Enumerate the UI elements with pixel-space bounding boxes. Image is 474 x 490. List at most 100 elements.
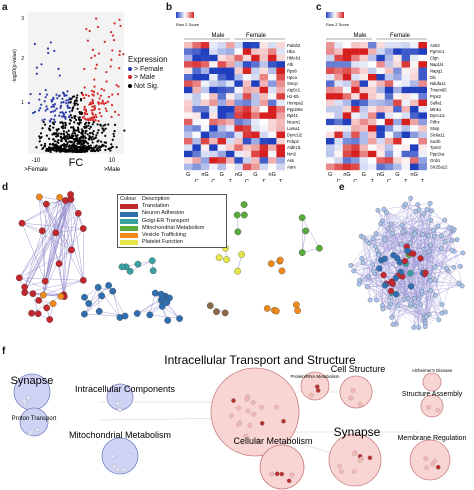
network-node (302, 227, 310, 235)
volcano-ylabel: -log10(p-value) (12, 49, 18, 83)
panel-label-b: b (166, 2, 173, 13)
network-node (389, 221, 394, 227)
enrichment-node (111, 464, 117, 470)
volcano-point (69, 136, 72, 139)
network-node (118, 263, 126, 271)
network-node (411, 296, 417, 301)
network-node (416, 325, 422, 331)
network-edge (405, 204, 436, 238)
volcano-point (92, 146, 95, 149)
heatmap-cell (268, 157, 277, 164)
network-node (442, 239, 448, 245)
gene-label: Ank3 (430, 43, 440, 48)
volcano-point (86, 133, 89, 136)
enrichment-node (115, 467, 120, 472)
heatmap-cell (384, 42, 394, 49)
gene-label: Ppp2r5e (287, 107, 304, 112)
enrichment-node (435, 464, 441, 470)
volcano-point (57, 67, 60, 70)
volcano-point (83, 105, 86, 109)
network-node (57, 292, 65, 300)
heatmap-cell (234, 131, 243, 139)
network-node (206, 302, 214, 310)
network-edge (350, 239, 458, 266)
heatmap-cell (410, 150, 419, 158)
network-node (360, 260, 366, 266)
heatmap-cell (184, 93, 193, 100)
heatmap-cell (200, 131, 210, 139)
heatmap-cell (217, 42, 227, 49)
volcano-point (80, 112, 83, 116)
network-node (458, 264, 463, 269)
volcano-point (64, 117, 67, 120)
volcano-point (61, 122, 65, 125)
network-node (386, 226, 392, 231)
heatmap-cell (342, 125, 352, 132)
volcano-point (53, 102, 57, 106)
enrichment-node (247, 422, 253, 428)
network-node (420, 232, 426, 237)
heatmap-cell (217, 67, 227, 75)
enrichment-node (250, 400, 256, 405)
cluster-label: Membrane Regulation (398, 435, 467, 442)
volcano-point (45, 134, 49, 137)
heatmap-cell (192, 118, 201, 126)
volcano-point (76, 134, 79, 137)
network-edge (362, 262, 392, 282)
network-node (390, 252, 397, 259)
enrichment-node (274, 404, 279, 410)
legend-swatch (120, 240, 138, 246)
network-node (404, 247, 411, 254)
volcano-point (70, 126, 73, 129)
network-node (422, 324, 428, 330)
network-edge (382, 308, 442, 314)
heatmap-cell (184, 138, 193, 145)
heatmap-cell (359, 144, 369, 151)
heatmap-cell (359, 157, 369, 164)
legend-row-label: Platelet Function (142, 239, 183, 246)
network-edge (383, 208, 416, 233)
heatmap-cell (334, 157, 343, 164)
volcano-point (86, 142, 89, 145)
volcano-point (52, 138, 55, 141)
network-legend-row: Platelet Function (120, 239, 224, 246)
enrichment-node (432, 458, 438, 464)
heatmap-cell (384, 93, 394, 100)
heatmap-cell (259, 144, 269, 151)
heatmap-cell (342, 112, 352, 119)
network-node (411, 325, 417, 330)
heatmap-cell (251, 54, 260, 62)
heatmap-cell (393, 80, 402, 87)
volcano-legend-item: > Male (128, 74, 180, 83)
heatmap-cell (359, 93, 369, 100)
heatmap-cell (259, 112, 269, 119)
column-label: G (253, 172, 257, 178)
heatmap-cell (184, 163, 193, 171)
column-label: G (220, 172, 224, 178)
heatmap-cell (342, 42, 352, 49)
heatmap-cell (342, 61, 352, 68)
cluster-bubble-proton-transport (19, 407, 49, 437)
volcano-point (110, 115, 113, 118)
enrichment-node (229, 413, 234, 418)
heatmap-cell (268, 80, 277, 87)
network-edge (404, 273, 411, 300)
volcano-point (88, 29, 91, 33)
heatmap-cell (410, 74, 419, 81)
heatmap-cell (376, 118, 385, 126)
network-edge (391, 223, 406, 262)
volcano-point (38, 92, 42, 96)
heatmap-cell (401, 93, 411, 100)
heatmap-cell (192, 131, 201, 139)
network-edge (58, 228, 84, 264)
network-edge (44, 194, 71, 282)
cluster-label: Structure Assembly (402, 391, 463, 398)
heatmap-cell (209, 86, 218, 94)
heatmap-cell (200, 144, 210, 151)
network-edge (70, 199, 72, 250)
volcano-point (52, 132, 56, 135)
enrichment-map: Synapse Proton Transport Intracellular C… (11, 353, 467, 490)
network-edge (402, 227, 450, 232)
network-node (267, 260, 275, 268)
heatmap-cell (251, 138, 260, 145)
